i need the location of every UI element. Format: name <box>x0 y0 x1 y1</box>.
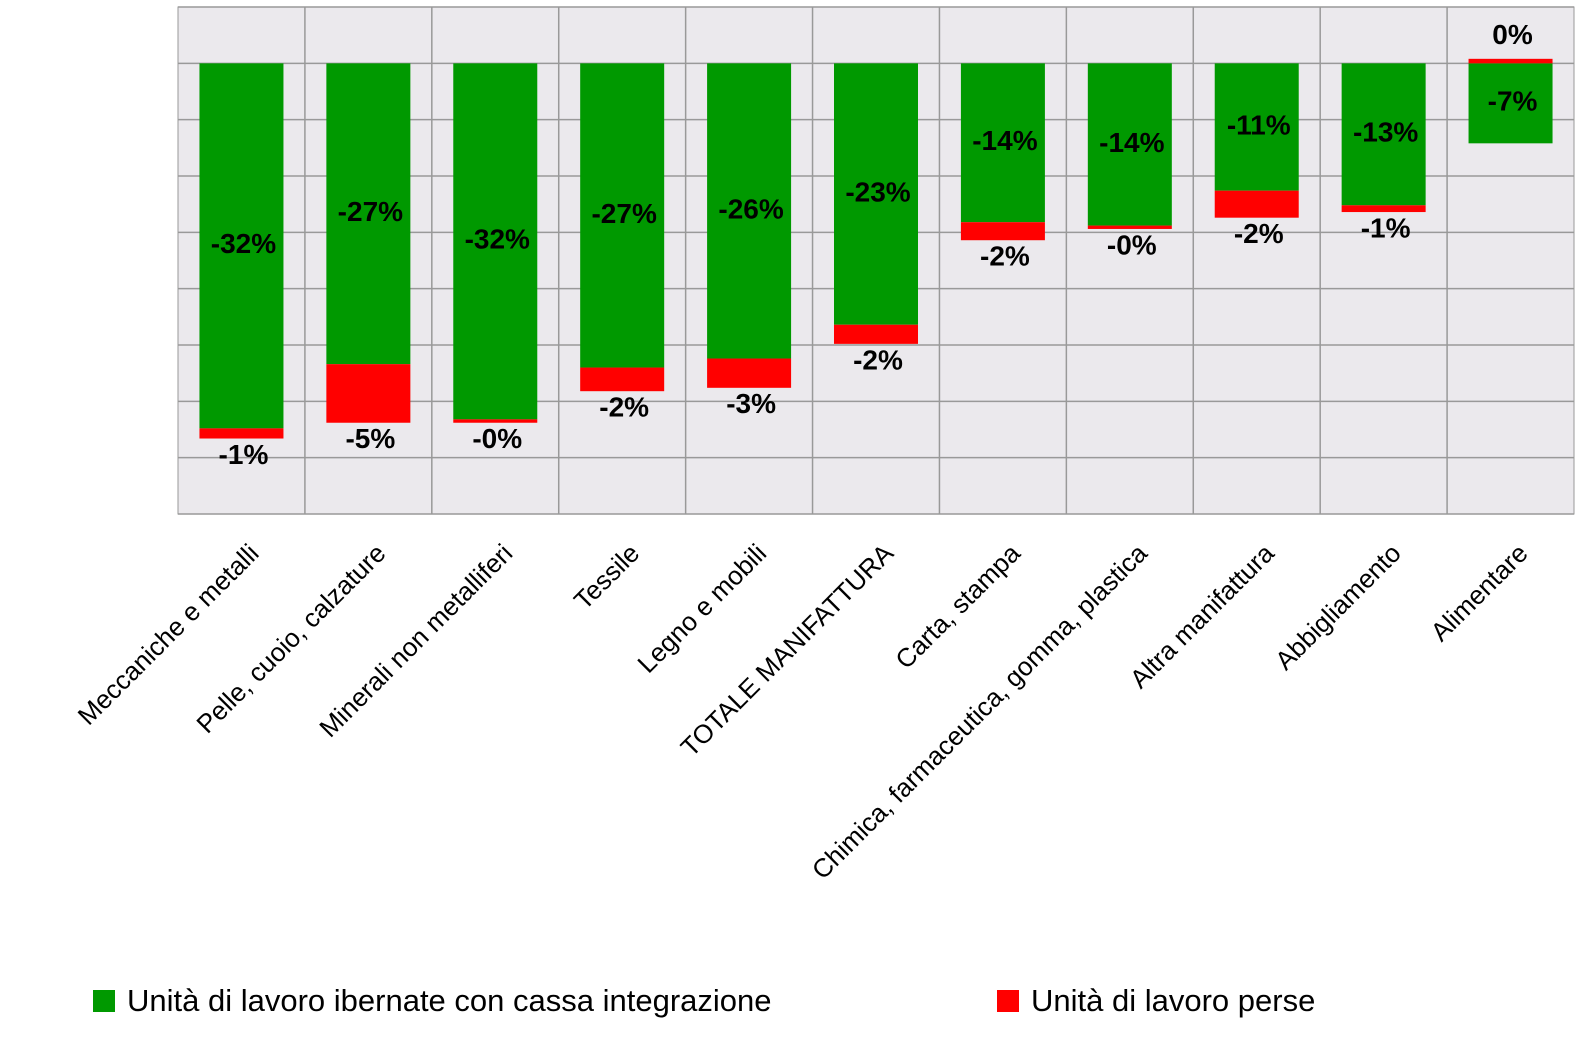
bar-segment <box>1087 225 1172 229</box>
x-tick-label: TOTALE MANIFATTURA <box>675 537 900 762</box>
data-label: -2% <box>853 344 903 375</box>
bar-segment <box>707 358 792 388</box>
data-label: -26% <box>718 193 783 224</box>
data-label: -0% <box>472 423 522 454</box>
legend-label: Unità di lavoro perse <box>1031 983 1315 1018</box>
x-tick-label: Alimentare <box>1425 538 1534 647</box>
data-label: 0% <box>1492 19 1533 50</box>
data-label: -27% <box>591 198 656 229</box>
data-label: -2% <box>980 241 1030 272</box>
data-label: -5% <box>345 423 395 454</box>
bar-segment <box>580 63 665 368</box>
bar-segment <box>834 324 918 344</box>
bar-segment <box>199 63 284 429</box>
bar-segment <box>580 367 665 392</box>
data-label: -14% <box>1099 127 1164 158</box>
data-label: -32% <box>211 228 276 259</box>
bar-segment <box>707 63 792 359</box>
data-label: -2% <box>599 392 649 423</box>
data-label: -0% <box>1107 229 1157 260</box>
bar-segment <box>834 63 918 325</box>
bar-segment <box>326 63 411 365</box>
x-tick-label: Abbigliamento <box>1269 538 1407 676</box>
data-label: -14% <box>972 125 1037 156</box>
bar-segment <box>1468 63 1553 144</box>
x-tick-label: Carta, stampa <box>889 538 1026 675</box>
bar-segment <box>1341 63 1426 206</box>
data-label: -11% <box>1227 109 1291 140</box>
bar-segment <box>960 222 1045 241</box>
bar-segment <box>453 419 538 423</box>
bar-segment <box>1087 63 1172 226</box>
bar-segment <box>1214 63 1299 191</box>
data-label: -23% <box>845 176 910 207</box>
bar-segment <box>1214 190 1299 218</box>
bar-segment <box>453 63 538 420</box>
bar-segment <box>199 428 284 439</box>
legend-swatch <box>997 990 1019 1012</box>
x-tick-label: Tessile <box>568 538 645 615</box>
data-label: -7% <box>1488 86 1538 117</box>
data-label: -32% <box>465 224 530 255</box>
data-label: -27% <box>338 196 403 227</box>
x-tick-label: Legno e mobili <box>631 538 772 679</box>
data-label: -1% <box>219 439 269 470</box>
legend-swatch <box>93 990 115 1012</box>
data-label: -3% <box>726 388 776 419</box>
bar-segment <box>1468 58 1553 64</box>
bar-segment <box>326 364 411 423</box>
data-label: -2% <box>1234 218 1284 249</box>
data-label: -13% <box>1353 117 1418 148</box>
legend-label: Unità di lavoro ibernate con cassa integ… <box>127 983 772 1018</box>
bar-segment <box>960 63 1045 223</box>
bar-segment <box>1341 205 1426 213</box>
data-label: -1% <box>1361 212 1411 243</box>
